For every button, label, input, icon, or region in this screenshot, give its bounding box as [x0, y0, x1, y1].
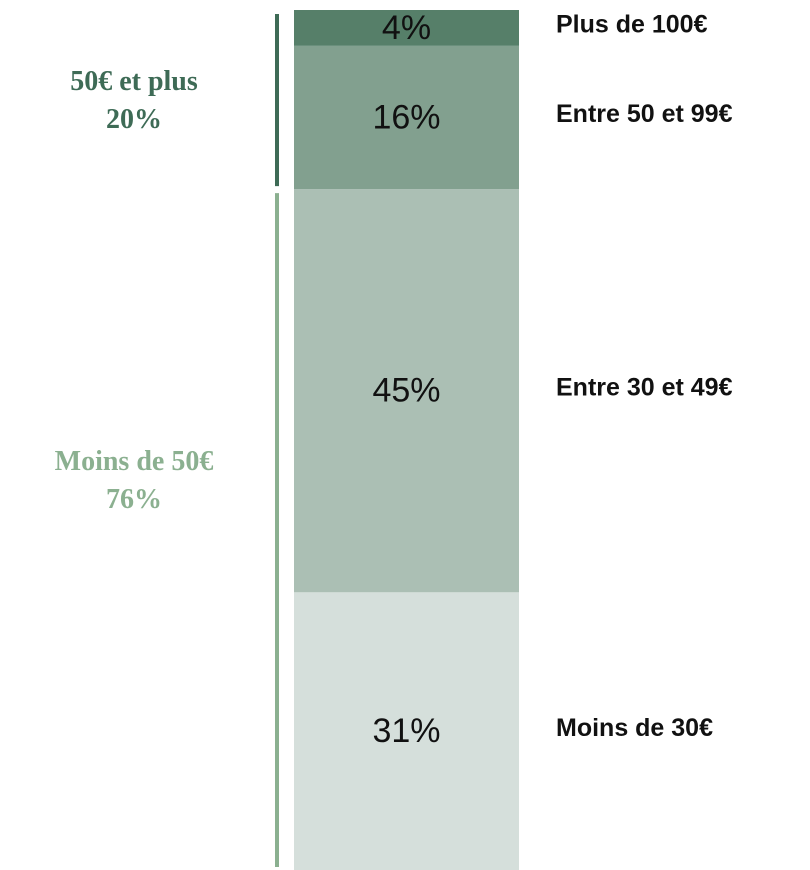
group-value: 20% — [106, 104, 162, 135]
value-label: 31% — [372, 712, 440, 750]
legend-label: Entre 50 et 99€ — [556, 100, 733, 128]
group-value: 76% — [106, 484, 162, 515]
bar-segment — [294, 10, 519, 46]
bar-segment — [294, 592, 519, 870]
value-label: 16% — [372, 98, 440, 136]
value-label: 4% — [382, 9, 431, 47]
value-label: 45% — [372, 372, 440, 410]
group-label: 50€ et plus — [70, 66, 198, 97]
group-label: Moins de 50€ — [55, 446, 214, 477]
legend-label: Entre 30 et 49€ — [556, 373, 733, 401]
bar-segment — [294, 45, 519, 190]
legend-label: Moins de 30€ — [556, 714, 713, 742]
bar-segment — [294, 189, 519, 593]
legend-label: Plus de 100€ — [556, 11, 708, 39]
